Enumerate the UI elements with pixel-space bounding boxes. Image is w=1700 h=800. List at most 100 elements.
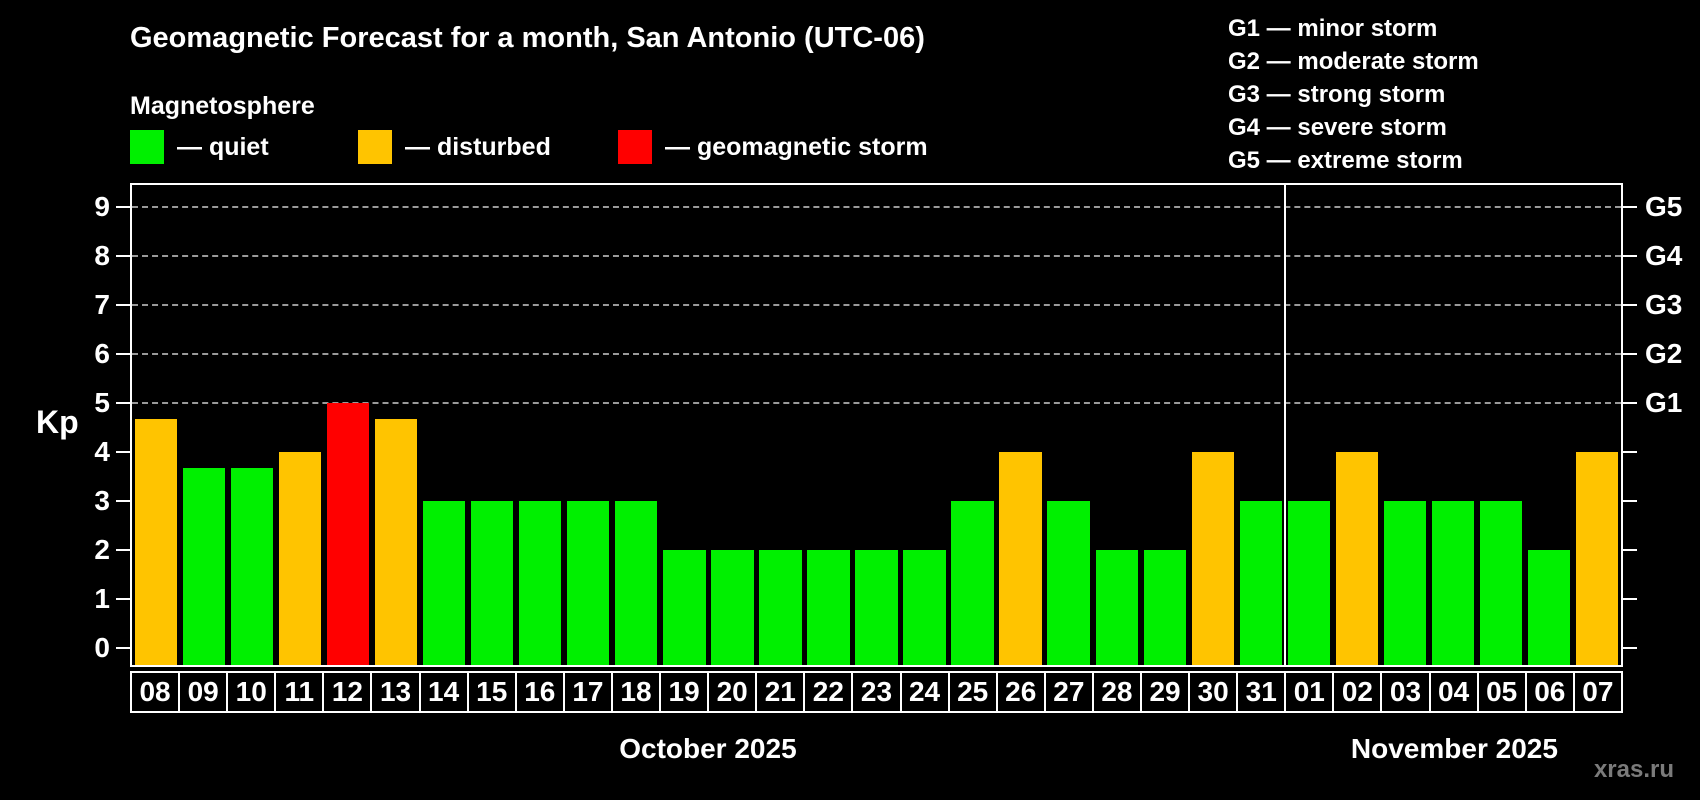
bar-day-27 [1047,500,1090,665]
bar-day-18 [615,500,658,665]
bar-day-13 [375,419,418,665]
left-tick-kp-1 [116,597,130,600]
g5-legend-line: G5 — extreme storm [1228,147,1463,174]
bar-day-21 [759,549,802,665]
bar-day-19 [663,549,706,665]
left-tick-kp-5 [116,401,130,404]
left-tick-kp-8 [116,255,130,258]
month-label-october: October 2025 [619,733,797,764]
ytick-label-0: 0 [94,631,110,663]
left-tick-kp-7 [116,304,130,306]
ytick-label-4: 4 [94,435,110,467]
g2-legend-line: G2 — moderate storm [1228,48,1479,75]
day-label-27: 27 [1043,671,1094,713]
bar-day-01 [1287,500,1330,665]
watermark: xras.ru [1593,756,1674,783]
bar-day-05 [1479,500,1523,665]
left-tick-kp-6 [116,352,130,355]
bar-day-06 [1527,549,1571,665]
bar-day-03 [1383,500,1426,665]
day-label-03: 03 [1380,671,1431,713]
ytick-label-8: 8 [94,240,110,272]
bar-day-11 [278,451,322,665]
right-tick-kp-1 [1623,597,1637,600]
storm-color-swatch [618,130,652,164]
gridline-kp-8 [132,255,1621,258]
bar-day-26 [999,451,1042,665]
day-label-14: 14 [418,671,469,713]
day-label-19: 19 [659,671,710,713]
g-axis-label-G3: G3 [1645,289,1683,320]
ytick-label-7: 7 [94,289,110,320]
day-label-08: 08 [130,671,181,713]
legend-disturbed-label: — disturbed [405,132,551,161]
right-tick-kp-0 [1623,646,1637,649]
g-axis-label-G4: G4 [1645,240,1683,272]
bar-day-16 [519,500,562,665]
day-label-30: 30 [1188,671,1239,713]
bar-day-17 [567,500,610,665]
day-label-31: 31 [1236,671,1287,713]
month-label-november: November 2025 [1350,733,1558,764]
right-tick-kp-9 [1623,206,1637,209]
legend-quiet-label: — quiet [177,132,269,161]
g3-legend-line: G3 — strong storm [1228,81,1446,108]
day-label-25: 25 [947,671,998,713]
left-tick-kp-0 [116,646,130,649]
day-label-15: 15 [466,671,517,713]
g-axis-label-G1: G1 [1645,386,1683,418]
g-axis-label-G2: G2 [1645,337,1683,369]
gridline-kp-7 [132,304,1621,306]
gridline-kp-5 [132,401,1621,404]
right-tick-kp-8 [1623,255,1637,258]
day-label-02: 02 [1332,671,1383,713]
day-label-22: 22 [803,671,854,713]
g4-legend-line: G4 — severe storm [1228,114,1447,141]
gridline-kp-6 [132,352,1621,355]
g1-legend-line: G1 — minor storm [1228,15,1438,42]
left-tick-kp-3 [116,499,130,502]
bar-day-07 [1575,451,1619,665]
day-label-21: 21 [755,671,806,713]
legend-item-quiet: — quiet [130,130,269,164]
day-label-05: 05 [1476,671,1527,713]
right-tick-kp-6 [1623,352,1637,355]
day-label-04: 04 [1428,671,1479,713]
day-label-11: 11 [274,671,325,713]
day-label-13: 13 [370,671,421,713]
bar-day-25 [951,500,994,665]
day-label-29: 29 [1139,671,1191,713]
ytick-label-9: 9 [94,191,110,223]
right-tick-kp-4 [1623,450,1637,453]
magnetosphere-label: Magnetosphere [130,92,315,120]
bar-day-31 [1239,500,1282,665]
bar-day-08 [134,419,178,665]
right-tick-kp-3 [1623,499,1637,502]
ytick-label-3: 3 [94,484,110,516]
left-tick-kp-9 [116,206,130,209]
ytick-label-6: 6 [94,337,110,369]
kp-axis-label: Kp [36,404,79,440]
day-label-row: 08 09 10 11 12 13 14 15 16 17 18 19 20 21 22 23 24 25 26 27… [130,671,1623,713]
ytick-label-2: 2 [94,533,110,565]
bar-day-29 [1143,549,1186,665]
bar-day-09 [182,468,226,665]
day-label-09: 09 [178,671,229,713]
right-tick-kp-7 [1623,304,1637,306]
page-title: Geomagnetic Forecast for a month, San An… [130,22,925,54]
disturbed-color-swatch [358,130,392,164]
day-label-20: 20 [707,671,758,713]
bar-day-15 [471,500,514,665]
day-label-17: 17 [562,671,613,713]
day-label-07: 07 [1572,671,1623,713]
bar-day-10 [230,468,274,665]
ytick-label-5: 5 [94,386,110,418]
day-label-18: 18 [610,671,662,713]
right-tick-kp-5 [1623,401,1637,404]
bar-day-04 [1431,500,1475,665]
bar-day-24 [903,549,946,665]
day-label-16: 16 [514,671,565,713]
bar-day-14 [423,500,466,665]
bar-day-22 [807,549,850,665]
bar-day-30 [1191,451,1234,665]
